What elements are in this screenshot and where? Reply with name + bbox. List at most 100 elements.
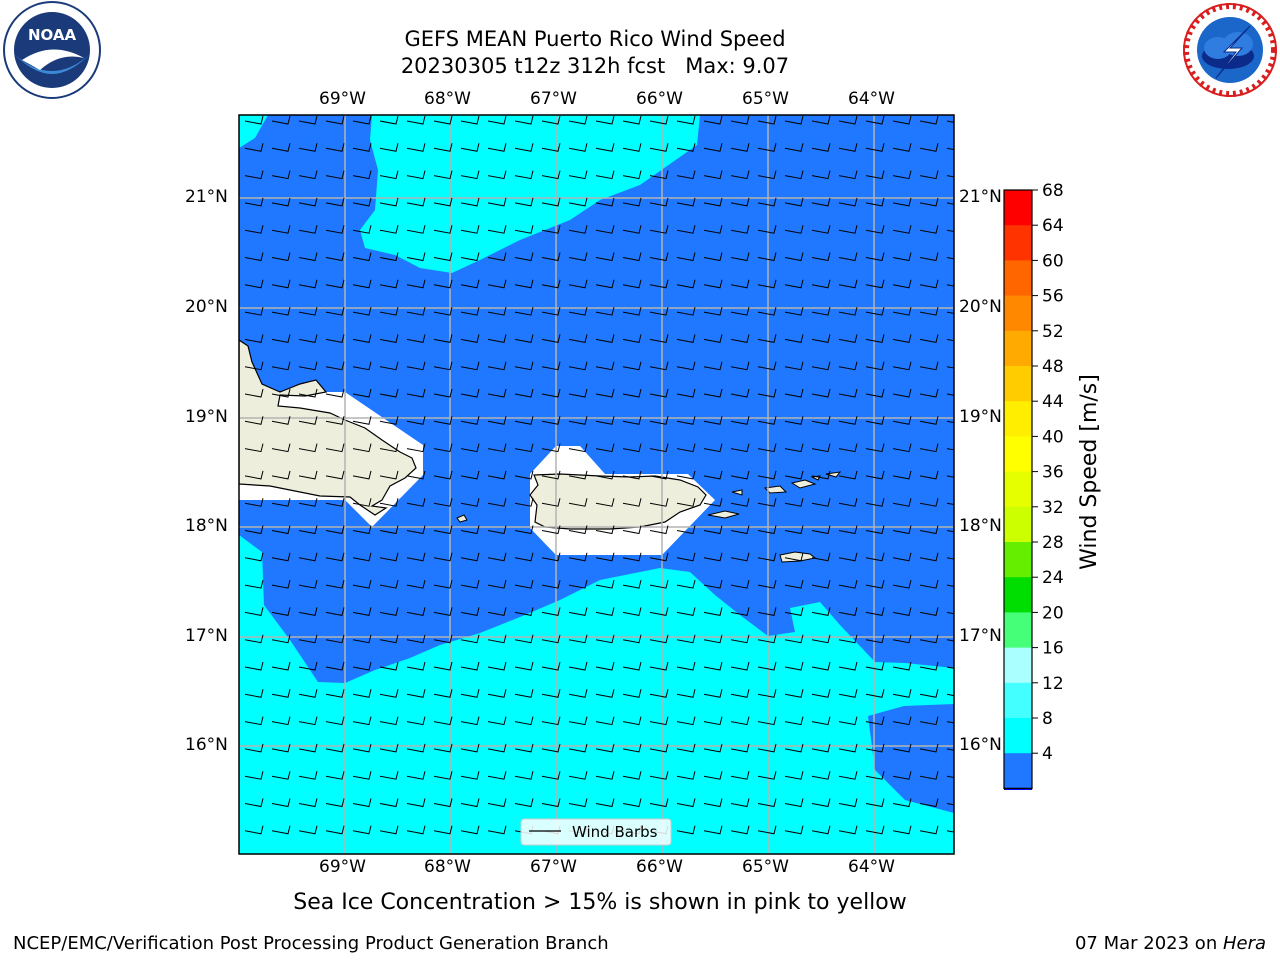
wind-barb xyxy=(325,361,345,371)
wind-barb xyxy=(487,361,507,371)
colorbar: 68 64 60 56 52 48 44 40 36 32 28 24 20 16 12 8 4 Wind Sp… xyxy=(1003,181,1102,790)
wind-barb xyxy=(541,634,561,644)
wind-barb xyxy=(271,825,291,835)
wind-barb xyxy=(379,252,399,262)
wind-barb xyxy=(757,525,777,535)
wind-barb xyxy=(838,634,858,644)
wind-barb xyxy=(487,498,507,507)
wind-barb xyxy=(649,197,669,207)
wind-barb xyxy=(298,798,318,808)
wind-barb xyxy=(244,771,264,780)
wind-barb xyxy=(433,743,453,753)
wind-barb xyxy=(919,170,939,180)
wind-barb xyxy=(460,334,480,343)
wind-barb xyxy=(892,416,912,425)
wind-barb xyxy=(298,771,318,780)
wind-barb xyxy=(298,334,318,343)
wind-barb xyxy=(433,661,453,671)
wind-barb xyxy=(676,170,696,180)
wind-barb xyxy=(568,252,588,262)
wind-barb xyxy=(757,170,777,180)
wind-barb xyxy=(946,830,954,833)
wind-barb xyxy=(514,607,534,616)
colorbar-tick-label: 12 xyxy=(1042,674,1064,694)
wind-barb xyxy=(298,634,318,644)
wind-barb xyxy=(757,143,777,152)
lat-tick-label-left: 21°N xyxy=(185,187,228,207)
wind-barb xyxy=(703,334,723,343)
wind-barb xyxy=(352,115,372,125)
wind-barb xyxy=(811,443,831,453)
colorbar-tick-label: 4 xyxy=(1042,744,1053,764)
colorbar-segment xyxy=(1004,577,1032,613)
wind-barb xyxy=(784,115,804,125)
wind-barb xyxy=(352,143,372,152)
wind-barb xyxy=(352,771,372,780)
wind-barb xyxy=(379,825,399,835)
wind-barb xyxy=(460,143,480,152)
wind-barb xyxy=(595,225,615,234)
wind-barb xyxy=(406,416,426,425)
wind-barb xyxy=(379,197,399,207)
wind-barb xyxy=(622,498,642,507)
wind-barb xyxy=(946,257,954,260)
wind-barb xyxy=(541,252,561,262)
wind-barb xyxy=(919,252,939,262)
wind-barb xyxy=(433,607,453,616)
ocean-band-8-12-north xyxy=(360,115,700,273)
wind-barb xyxy=(352,306,372,316)
wind-barb xyxy=(298,716,318,726)
wind-barb xyxy=(541,143,561,152)
wind-barb xyxy=(676,661,696,671)
wind-barb xyxy=(649,607,669,616)
wind-barb xyxy=(946,748,954,751)
wind-barb xyxy=(811,306,831,316)
wind-barb xyxy=(919,197,939,207)
wind-barb xyxy=(406,716,426,726)
wind-barb xyxy=(919,416,939,425)
wind-barb xyxy=(865,498,885,507)
wind-barb xyxy=(379,771,399,780)
lon-tick-label-top: 69°W xyxy=(319,89,366,109)
land-vieques xyxy=(707,510,740,519)
wind-barb xyxy=(892,252,912,262)
wind-barb xyxy=(622,470,642,480)
wind-barb xyxy=(433,498,453,507)
wind-barb xyxy=(244,607,264,616)
wind-barb xyxy=(649,416,669,425)
wind-barb xyxy=(487,634,507,644)
wind-barb xyxy=(622,306,642,316)
colorbar-tick-label: 68 xyxy=(1042,181,1064,201)
wind-barb xyxy=(541,197,561,207)
wind-barb xyxy=(946,175,954,178)
colorbar-segment xyxy=(1004,682,1032,719)
wind-barb xyxy=(784,416,804,425)
wind-barb xyxy=(514,552,534,562)
wind-barb xyxy=(622,334,642,343)
wind-barb xyxy=(406,607,426,616)
wind-barb xyxy=(757,470,777,480)
wind-barb xyxy=(595,279,615,289)
lon-tick-label-top: 64°W xyxy=(848,89,895,109)
wind-barb xyxy=(919,825,939,835)
wind-barb xyxy=(892,743,912,753)
wind-barb xyxy=(568,607,588,616)
wind-barb xyxy=(244,170,264,180)
wind-barb xyxy=(784,225,804,234)
wind-barb xyxy=(514,252,534,262)
wind-barb xyxy=(487,416,507,425)
wind-barb xyxy=(487,306,507,316)
wind-barb xyxy=(946,803,954,806)
colorbar-segment xyxy=(1004,718,1032,754)
wind-barb xyxy=(865,579,885,589)
footer-right: 07 Mar 2023 on Hera xyxy=(1075,933,1266,954)
wind-barb xyxy=(919,498,939,507)
wind-barb xyxy=(892,470,912,480)
wind-barb xyxy=(703,252,723,262)
wind-barb xyxy=(460,279,480,289)
wind-barb xyxy=(703,607,723,616)
wind-barb xyxy=(865,197,885,207)
wind-barb xyxy=(541,170,561,180)
wind-barb xyxy=(730,771,750,780)
wind-barb xyxy=(649,716,669,726)
